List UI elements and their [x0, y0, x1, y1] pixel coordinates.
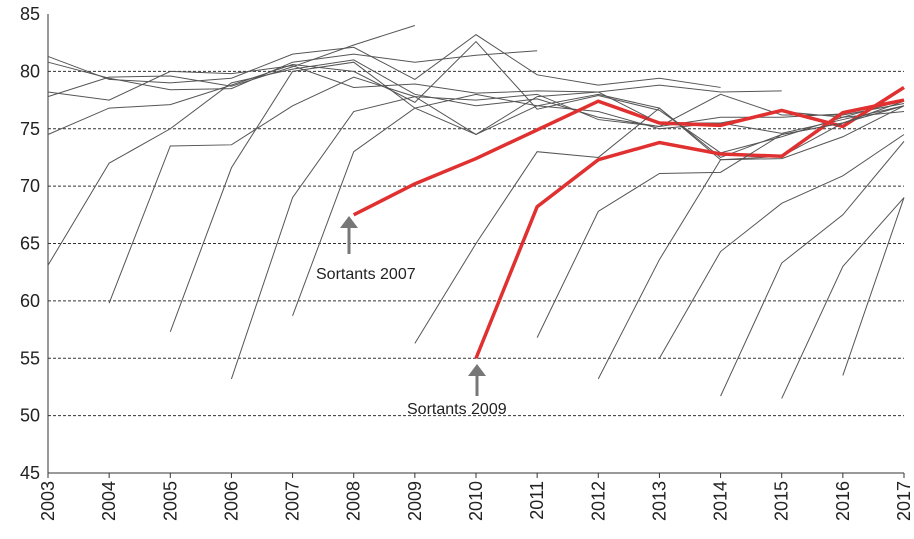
series-line	[230, 93, 905, 380]
x-tick-label: 2011	[527, 481, 547, 520]
annotation-2009: Sortants 2009	[407, 364, 507, 418]
y-tick-label: 60	[20, 291, 40, 311]
annotation-arrowhead	[468, 364, 486, 376]
y-tick-label: 50	[20, 406, 40, 426]
series-line	[47, 24, 416, 98]
series-line	[474, 98, 905, 359]
series-line	[169, 61, 905, 333]
x-tick-label: 2008	[344, 481, 364, 521]
y-tick-label: 65	[20, 234, 40, 254]
x-tick-label: 2006	[221, 481, 241, 521]
series-line	[658, 134, 905, 359]
plot: 45 50 55 60 65 70 75 80 85 2003 2004 2005 2006 2007 20…	[20, 4, 914, 521]
annotation-text: Sortants 2007	[316, 266, 416, 283]
series-line	[108, 76, 905, 304]
x-tick-label: 2009	[405, 481, 425, 521]
x-tick-label: 2005	[160, 481, 180, 521]
annotation-2007: Sortants 2007	[316, 216, 416, 283]
x-tick-label: 2003	[38, 481, 58, 521]
series-line	[47, 65, 782, 101]
series-line	[47, 59, 905, 266]
series-line	[597, 105, 905, 380]
series-line	[47, 34, 721, 88]
y-tick-label: 55	[20, 348, 40, 368]
y-tick-label: 85	[20, 4, 40, 24]
series-line	[536, 105, 905, 338]
x-tick-label: 2007	[283, 481, 303, 521]
series-line	[781, 197, 905, 399]
y-tick-label: 75	[20, 119, 40, 139]
series-line	[842, 197, 905, 376]
x-tick-label: 2014	[711, 481, 731, 521]
series-line	[414, 100, 905, 344]
series-line	[720, 141, 905, 397]
x-tick-label: 2010	[466, 481, 486, 521]
x-tick-label: 2013	[649, 481, 669, 521]
x-tick-label: 2017	[894, 481, 914, 521]
annotation-text: Sortants 2009	[407, 401, 507, 418]
series-line	[352, 85, 905, 217]
x-tick-label: 2015	[772, 481, 792, 521]
y-tick-label: 80	[20, 61, 40, 81]
series-line	[47, 40, 905, 154]
x-tick-label: 2004	[99, 481, 119, 521]
x-tick-label: 2012	[588, 481, 608, 521]
series-line	[47, 50, 538, 91]
y-tick-label: 45	[20, 463, 40, 483]
y-tick-label: 70	[20, 176, 40, 196]
annotation-arrowhead	[340, 216, 358, 228]
x-tick-label: 2016	[833, 481, 853, 521]
